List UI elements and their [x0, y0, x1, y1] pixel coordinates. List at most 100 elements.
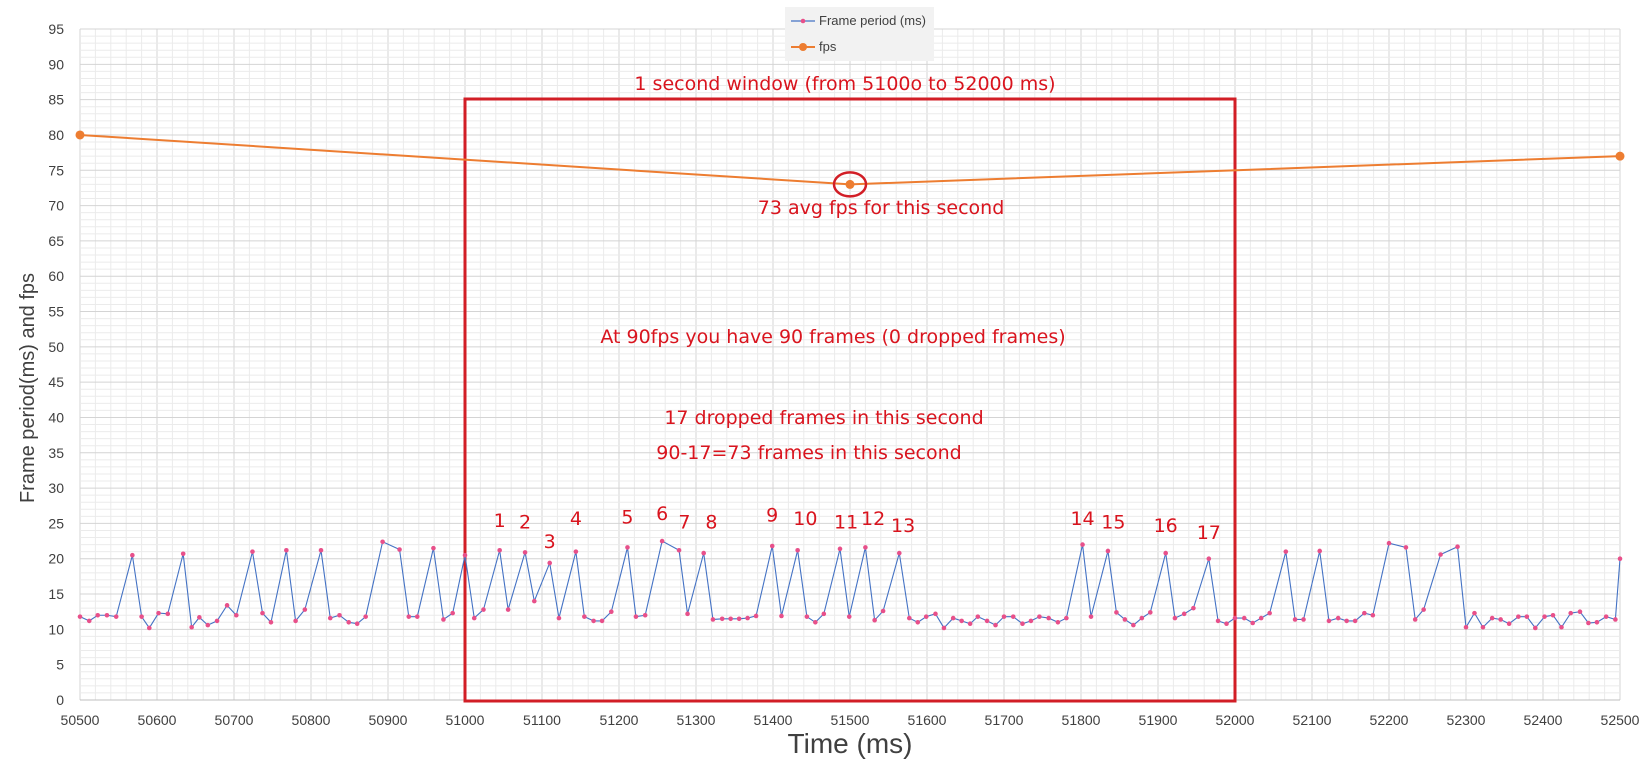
- x-tick-label: 52100: [1293, 712, 1332, 728]
- frame-period-point: [975, 614, 981, 619]
- frame-period-point: [1370, 612, 1376, 618]
- dropped-frame-number: 12: [861, 508, 885, 530]
- frame-period-point: [471, 615, 477, 621]
- x-tick-label: 51200: [600, 712, 639, 728]
- frame-period-point: [753, 613, 759, 619]
- frame-period-point: [1232, 615, 1238, 621]
- x-tick-label: 50700: [215, 712, 254, 728]
- frame-period-point: [1215, 618, 1221, 624]
- frame-period-point: [950, 615, 956, 621]
- frame-period-point: [1037, 614, 1042, 619]
- y-axis-title: Frame period(ms) and fps: [17, 273, 39, 503]
- frame-period-point: [556, 615, 562, 621]
- legend-frame-period-marker: [800, 18, 806, 24]
- y-tick-label: 30: [48, 480, 64, 496]
- fps-point: [75, 130, 85, 140]
- frame-period-point: [1335, 615, 1341, 621]
- frame-period-point: [1438, 552, 1443, 557]
- frame-period-point: [1001, 614, 1007, 619]
- frame-period-point: [104, 612, 110, 618]
- frame-period-point: [1463, 624, 1469, 630]
- frame-period-point: [1172, 615, 1178, 621]
- frame-period-point: [197, 615, 202, 620]
- frame-period-point: [450, 610, 455, 616]
- y-tick-label: 40: [48, 409, 64, 425]
- frame-period-point: [1617, 556, 1623, 562]
- x-tick-label: 50500: [61, 712, 100, 728]
- frame-period-point: [1516, 614, 1521, 619]
- dropped-frame-number: 17: [1197, 522, 1221, 544]
- frame-period-point: [363, 614, 368, 619]
- frame-period-point: [769, 543, 775, 549]
- frame-period-point: [1148, 610, 1153, 615]
- frame-period-point: [1080, 542, 1085, 547]
- frame-period-point: [880, 608, 886, 614]
- frame-period-point: [1055, 620, 1061, 625]
- frame-period-point: [1181, 611, 1187, 617]
- frame-period-point: [642, 612, 648, 618]
- fps-point: [845, 179, 855, 189]
- y-tick-label: 75: [48, 162, 64, 178]
- y-tick-label: 95: [48, 21, 64, 37]
- frame-period-point: [915, 620, 921, 625]
- frame-period-point: [837, 546, 843, 552]
- frame-period-point: [1586, 620, 1591, 626]
- gridlines: [79, 28, 1621, 701]
- annotation-frames: 90-17=73 frames in this second: [656, 442, 961, 464]
- legend-frame-period-label: Frame period (ms): [819, 13, 926, 28]
- frame-period-point: [337, 612, 342, 618]
- frame-period-point: [318, 547, 324, 553]
- frame-period-point: [779, 613, 784, 619]
- frame-period-point: [795, 547, 800, 553]
- frame-period-point: [406, 614, 412, 619]
- frame-period-point: [582, 614, 587, 619]
- x-tick-label: 52400: [1524, 712, 1563, 728]
- frame-period-point: [1352, 618, 1358, 624]
- y-tick-label: 60: [48, 268, 64, 284]
- dropped-frame-number: 14: [1070, 508, 1094, 530]
- x-tick-label: 52500: [1601, 712, 1640, 728]
- frame-period-point: [599, 618, 605, 624]
- y-tick-label: 35: [48, 445, 64, 461]
- frame-period-point: [745, 615, 750, 621]
- frame-period-point: [710, 617, 716, 622]
- frame-period-point: [1046, 615, 1051, 621]
- y-tick-label: 80: [48, 127, 64, 143]
- x-axis-title: Time (ms): [788, 728, 913, 759]
- y-tick-label: 25: [48, 515, 64, 531]
- one-second-window-box: [463, 97, 1237, 703]
- frame-period-point: [547, 560, 552, 566]
- x-tick-label: 51600: [908, 712, 947, 728]
- frame-period-point: [147, 625, 152, 631]
- frame-period-point: [1292, 617, 1298, 622]
- dropped-frame-number: 3: [544, 531, 556, 553]
- x-tick-label: 52300: [1447, 712, 1486, 728]
- dropped-frame-number: 2: [519, 511, 531, 533]
- frame-period-point: [165, 611, 171, 617]
- dropped-frame-number: 15: [1101, 511, 1125, 533]
- x-tick-label: 51400: [754, 712, 793, 728]
- frame-period-point: [505, 607, 511, 612]
- frame-period-point: [1559, 624, 1564, 630]
- frame-period-point: [1191, 605, 1196, 611]
- frame-period-point: [728, 616, 733, 622]
- x-tick-label: 51900: [1139, 712, 1178, 728]
- frame-period-point: [1472, 610, 1477, 616]
- dropped-frame-number: 4: [570, 508, 582, 530]
- frame-period-point: [1131, 622, 1136, 628]
- x-tick-label: 51700: [985, 712, 1024, 728]
- window-label: 1 second window (from 5100o to 52000 ms): [634, 73, 1055, 95]
- frame-period-point: [1533, 625, 1538, 631]
- frame-period-point: [719, 616, 725, 622]
- y-tick-label: 15: [48, 586, 64, 602]
- frame-period-point: [1122, 617, 1128, 622]
- dropped-frame-number: 11: [834, 511, 858, 533]
- y-tick-label: 10: [48, 621, 64, 637]
- frame-period-point: [1139, 615, 1145, 621]
- frame-period-point: [1267, 610, 1272, 616]
- frame-period-point: [1010, 614, 1016, 619]
- frame-period-point: [846, 614, 852, 619]
- frame-period-point: [441, 617, 446, 622]
- y-tick-label: 65: [48, 233, 64, 249]
- x-tick-label: 51100: [523, 712, 561, 728]
